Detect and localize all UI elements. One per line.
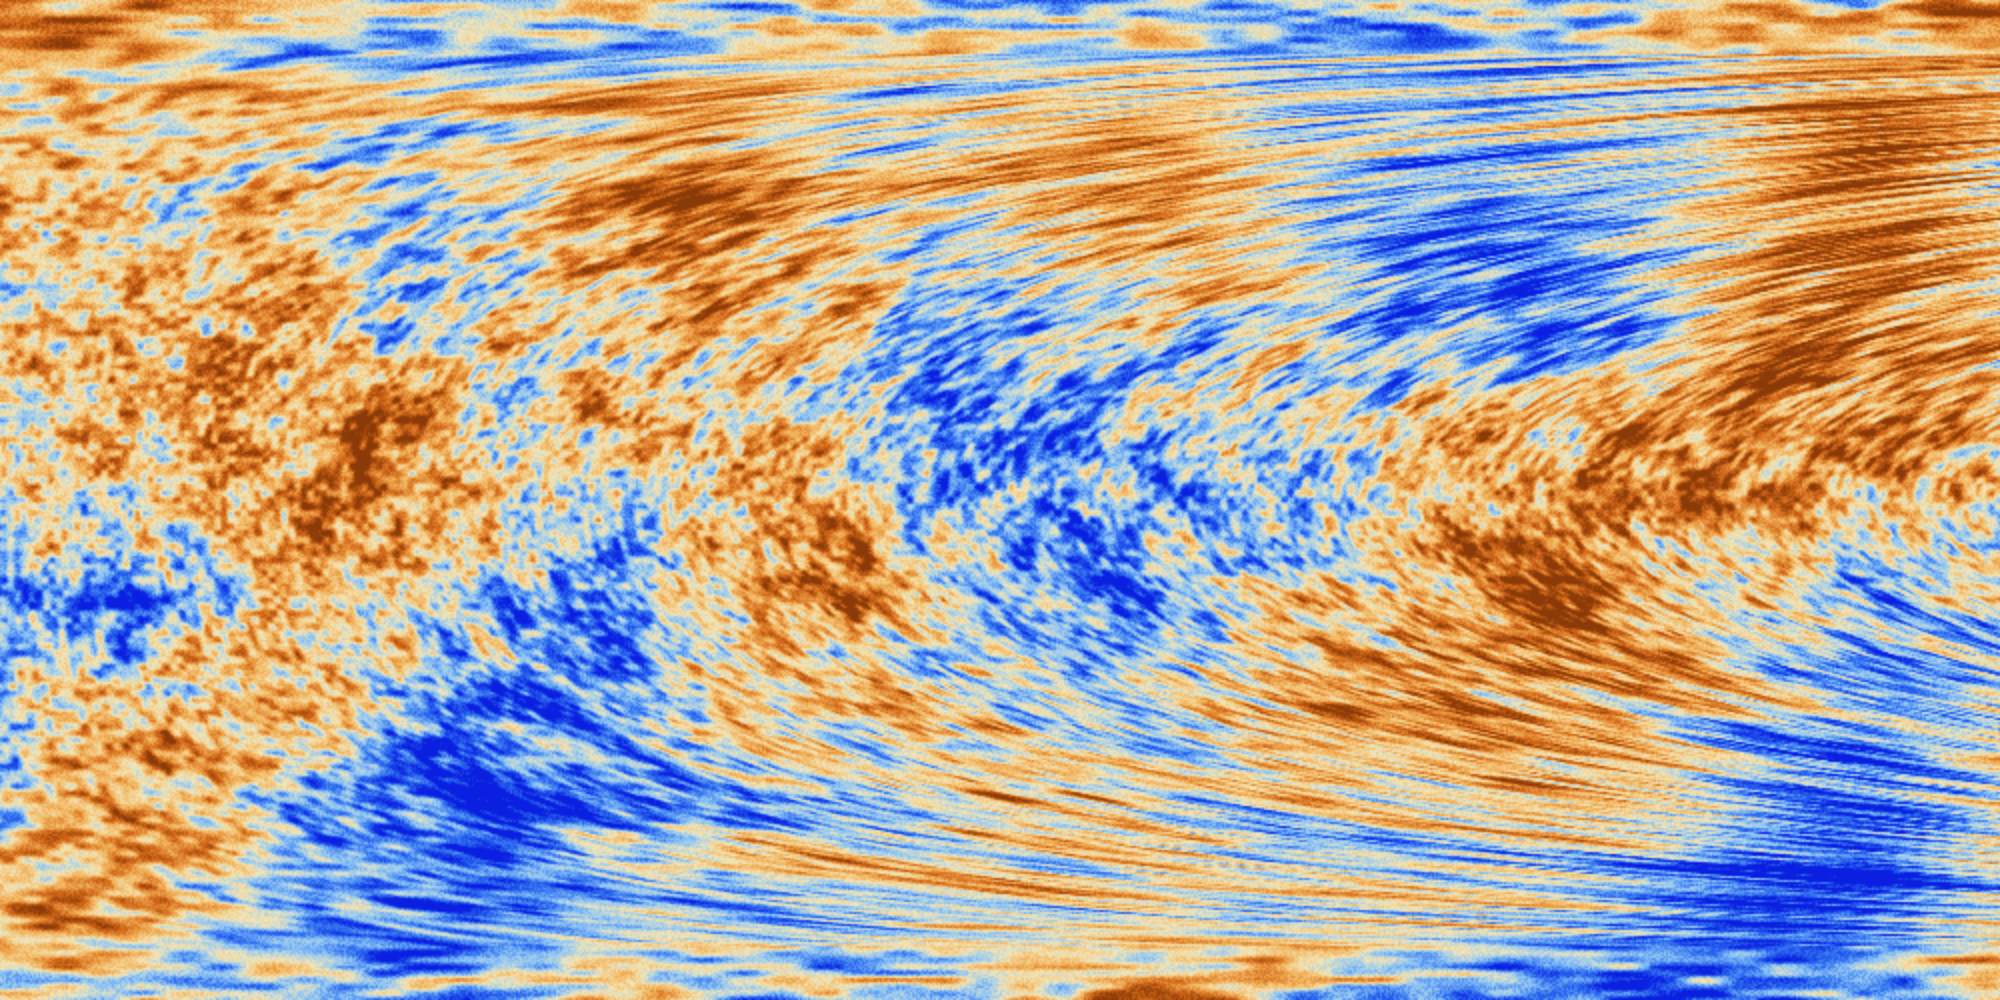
- anisotropy-field-canvas: [0, 0, 2000, 1000]
- sky-temperature-map: [0, 0, 2000, 1000]
